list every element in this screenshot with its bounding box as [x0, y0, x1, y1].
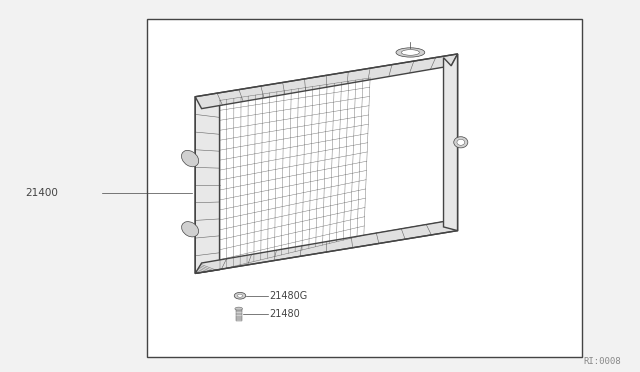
Polygon shape: [195, 54, 458, 109]
Polygon shape: [195, 97, 220, 273]
Ellipse shape: [454, 137, 468, 148]
Bar: [236, 310, 242, 321]
Polygon shape: [444, 54, 458, 231]
Polygon shape: [220, 78, 370, 270]
Text: 21480G: 21480G: [269, 291, 307, 301]
Ellipse shape: [237, 294, 243, 297]
Ellipse shape: [234, 292, 246, 299]
Ellipse shape: [401, 50, 419, 55]
Ellipse shape: [396, 48, 425, 57]
Text: 21480: 21480: [269, 310, 300, 319]
Polygon shape: [195, 220, 458, 273]
Ellipse shape: [235, 307, 243, 310]
Bar: [147, 19, 582, 357]
Ellipse shape: [457, 140, 465, 145]
Text: 21400: 21400: [26, 187, 58, 198]
Ellipse shape: [182, 222, 198, 237]
Polygon shape: [202, 58, 451, 270]
Text: RI:0008: RI:0008: [583, 357, 621, 366]
Ellipse shape: [182, 150, 198, 167]
